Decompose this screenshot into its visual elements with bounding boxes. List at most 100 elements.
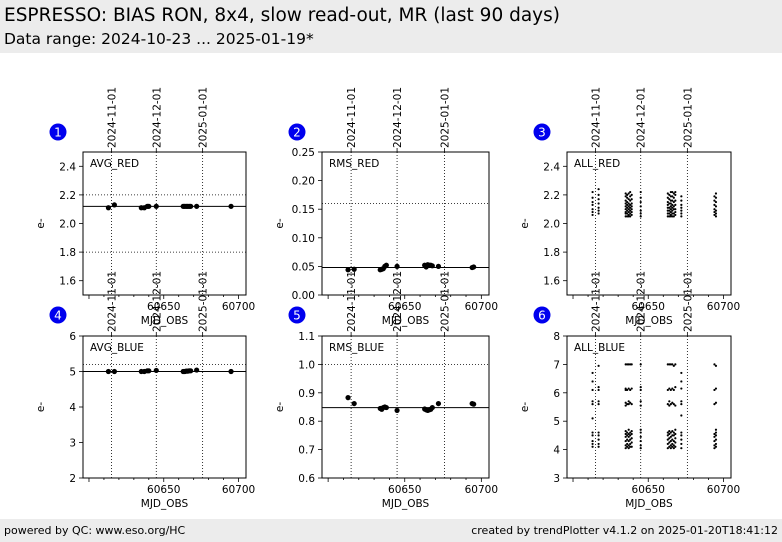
footer-credit[interactable]: powered by QC: www.eso.org/HC [4, 524, 186, 537]
data-point [630, 441, 633, 444]
data-point [669, 431, 672, 434]
data-point [626, 206, 629, 209]
data-point [630, 202, 633, 205]
data-point [639, 439, 642, 443]
data-point [627, 213, 630, 217]
date-tick-label: 2024-12-01 [636, 87, 648, 148]
y-tick-label: 1.1 [298, 331, 315, 343]
data-point [669, 363, 672, 366]
data-point [674, 213, 677, 217]
data-point [471, 264, 477, 270]
x-axis-label: MJD_OBS [141, 498, 189, 510]
data-point [666, 434, 669, 437]
data-point [672, 439, 675, 443]
data-point [669, 213, 672, 217]
badge-circle [49, 306, 67, 324]
data-point [639, 388, 642, 392]
y-axis-label: e- [35, 402, 47, 412]
data-point [626, 203, 629, 207]
data-point [714, 209, 718, 212]
date-tick-label: 2024-11-01 [346, 271, 358, 332]
data-point [627, 205, 630, 208]
data-point [105, 368, 112, 375]
data-point [629, 212, 632, 215]
data-point [671, 215, 674, 218]
data-point [672, 192, 675, 195]
data-point [629, 206, 632, 209]
y-tick-label: 0.10 [292, 233, 315, 245]
chart-panel-3: 2024-11-01 2024-12-01 2025-01-01 1.6 1.8 2.0 2… [519, 87, 740, 327]
data-point [713, 432, 716, 436]
x-tick-label: 60650 [632, 484, 665, 496]
data-point [630, 205, 633, 208]
data-point [597, 386, 600, 389]
data-point [629, 401, 632, 404]
data-point [672, 212, 675, 215]
data-point [111, 202, 118, 208]
data-point [630, 387, 633, 390]
data-point [668, 432, 671, 436]
data-point [680, 195, 683, 198]
data-point [680, 387, 683, 390]
data-point [672, 447, 675, 450]
footer-bar: powered by QC: www.eso.org/HC created by… [0, 519, 782, 542]
data-point [680, 209, 683, 212]
data-point [591, 400, 594, 403]
data-point [394, 407, 400, 414]
data-point [228, 368, 234, 375]
badge-circle [533, 306, 551, 324]
data-point [591, 380, 594, 383]
data-point [624, 210, 627, 214]
data-point [624, 439, 627, 443]
data-point [624, 208, 627, 211]
data-point [624, 192, 627, 195]
data-point [624, 430, 627, 433]
data-point [627, 198, 630, 201]
data-point [597, 442, 600, 446]
data-point [597, 388, 600, 392]
data-point [713, 435, 716, 438]
x-tick-label: 60650 [388, 484, 421, 496]
data-point [629, 363, 632, 366]
data-point [591, 434, 594, 437]
y-tick-label: 4 [553, 445, 560, 457]
badge-number: 6 [538, 309, 546, 323]
data-point [669, 403, 672, 406]
data-point [714, 212, 718, 215]
plot-frame [82, 335, 247, 479]
data-point [674, 428, 677, 431]
data-point [666, 442, 669, 446]
data-point [630, 213, 633, 217]
data-point [597, 193, 600, 196]
data-point [639, 447, 642, 450]
data-point [624, 205, 627, 208]
data-point [111, 368, 118, 375]
data-point [629, 199, 632, 202]
badge-number: 1 [54, 126, 62, 140]
data-point [591, 431, 594, 434]
y-axis-label: e- [519, 218, 531, 228]
data-point [627, 439, 630, 443]
data-point [666, 438, 669, 441]
y-tick-label: 6 [69, 331, 76, 343]
data-point [674, 203, 677, 207]
data-point [471, 401, 477, 407]
data-point [194, 367, 200, 373]
date-tick-label: 2024-11-01 [346, 87, 358, 148]
data-point [668, 206, 671, 209]
data-point [629, 203, 632, 207]
data-point [630, 445, 633, 448]
data-point [669, 202, 672, 205]
data-point [597, 431, 600, 434]
data-point [666, 447, 669, 450]
data-point [669, 199, 672, 202]
data-point [626, 445, 629, 448]
date-tick-label: 2024-12-01 [392, 87, 404, 148]
data-point [591, 200, 594, 204]
x-axis-label: MJD_OBS [141, 315, 189, 327]
panel-number-badge: 2 [288, 123, 306, 141]
x-tick-label: 60650 [147, 484, 180, 496]
data-point [630, 437, 633, 440]
footer-generator: created by trendPlotter v4.1.2 on 2025-0… [471, 524, 778, 537]
data-point [627, 387, 630, 390]
